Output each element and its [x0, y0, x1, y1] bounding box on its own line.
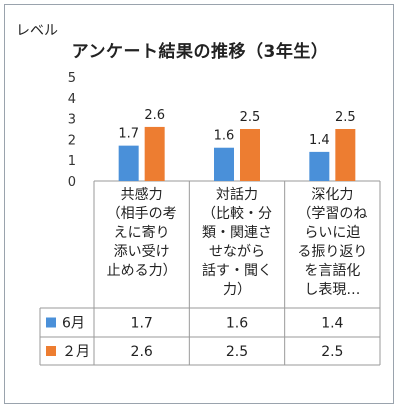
legend-label: ２月 — [62, 344, 90, 360]
category-label: 力） — [223, 282, 251, 298]
category-label: えに寄り — [114, 224, 170, 241]
category-label: らいに迫 — [304, 225, 360, 241]
table-value: 2.5 — [321, 344, 343, 360]
y-tick-label: 5 — [68, 71, 76, 86]
category-label: せながら — [209, 244, 265, 260]
bar-june — [214, 147, 234, 181]
category-label: 類・関連さ — [202, 225, 272, 241]
table-value: 1.4 — [321, 316, 343, 332]
category-label: 対話力 — [216, 186, 258, 203]
category-label: （比較・分 — [202, 206, 272, 222]
bar-february — [240, 129, 260, 181]
data-label: 1.6 — [214, 129, 235, 144]
y-tick-label: 2 — [68, 133, 76, 148]
bar-february — [144, 126, 165, 181]
data-label: 1.7 — [118, 127, 139, 142]
y-tick-label: 4 — [68, 92, 76, 107]
data-label: 2.6 — [144, 108, 165, 123]
y-tick-label: 0 — [68, 175, 76, 190]
data-label: 2.5 — [335, 110, 356, 125]
table-value: 1.7 — [131, 316, 153, 332]
category-label: る振り返り — [297, 244, 367, 260]
y-tick-label: 3 — [68, 113, 76, 128]
bar-june — [118, 145, 139, 181]
category-label: し表現… — [304, 282, 360, 298]
bar-june — [309, 151, 330, 181]
category-label: 共感力 — [121, 186, 163, 203]
category-label: 添い受け — [114, 244, 170, 260]
y-axis-label: レベル — [16, 23, 58, 39]
legend-label: 6月 — [62, 316, 85, 332]
chart-title: アンケート結果の推移（3年生） — [71, 42, 329, 62]
category-label: （相手の考 — [107, 206, 177, 222]
y-tick-label: 1 — [68, 154, 76, 169]
category-label: 話す・聞く — [202, 262, 272, 279]
category-label: 止める力） — [107, 263, 177, 279]
table-value: 1.6 — [226, 316, 248, 332]
legend-swatch — [46, 346, 56, 356]
category-label: （学習のね — [297, 206, 367, 222]
category-label: を言語化 — [304, 263, 360, 279]
legend-swatch — [46, 317, 56, 328]
data-label: 1.4 — [309, 133, 330, 148]
bar-february — [335, 129, 356, 181]
category-label: 深化力 — [311, 187, 353, 203]
table-value: 2.5 — [226, 344, 248, 360]
chart-frame — [4, 4, 394, 404]
data-label: 2.5 — [240, 110, 261, 125]
table-value: 2.6 — [131, 344, 153, 360]
